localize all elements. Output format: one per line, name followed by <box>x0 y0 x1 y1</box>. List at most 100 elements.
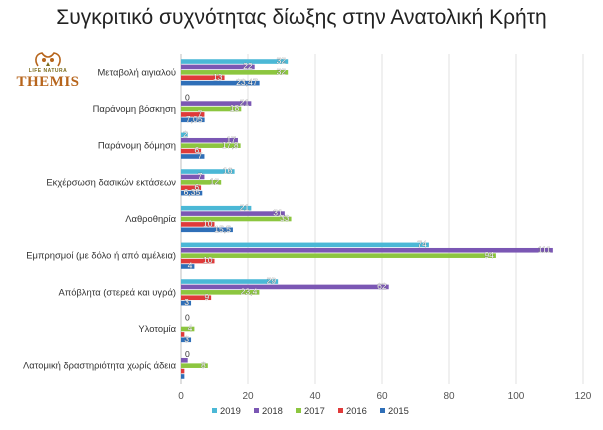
bar <box>181 258 215 264</box>
bar <box>181 101 252 106</box>
bar <box>181 264 195 269</box>
bar <box>181 247 553 253</box>
bar <box>181 290 260 295</box>
legend-entry: 2019 <box>220 405 241 416</box>
data-label: 3 <box>184 297 189 307</box>
category-labels: Μεταβολή αιγιαλού Παράνομη βόσκηση Παράνομ… <box>23 66 177 370</box>
category-label: Παράνομη δόμηση <box>98 140 176 151</box>
bar <box>181 64 255 70</box>
bar <box>181 59 289 64</box>
data-label: 13 <box>213 72 223 82</box>
logo-wordmark: THEMIS <box>16 74 80 90</box>
bar <box>181 185 202 191</box>
category-label: Παράνομη βόσκηση <box>93 103 176 114</box>
bar <box>181 374 185 379</box>
legend: 2019 2018 2017 2016 2015 <box>212 405 409 416</box>
legend-swatch <box>380 408 385 413</box>
data-label: 7,05 <box>186 114 203 124</box>
data-label: 62 <box>377 281 387 291</box>
data-label: 7 <box>198 151 203 161</box>
chart-title: Συγκριτικό συχνότητας δίωξης στην Ανατολ… <box>56 6 547 29</box>
bar <box>181 174 205 180</box>
legend-entry: 2015 <box>388 405 409 416</box>
logo-subtitle: LIFE NATURA <box>28 68 68 74</box>
data-label: 2 <box>183 129 188 139</box>
bars: 3222321323,470211877,0521717,8671671266,… <box>181 55 553 379</box>
data-label: 12 <box>210 176 220 186</box>
data-label: 21 <box>240 202 250 212</box>
bar <box>181 284 389 290</box>
legend-swatch <box>296 408 301 413</box>
data-label: 16 <box>223 166 233 176</box>
legend-entry: 2018 <box>262 405 283 416</box>
data-label: 32 <box>277 66 287 76</box>
data-label: 22 <box>243 61 253 71</box>
bar <box>181 154 205 159</box>
bar <box>181 106 242 112</box>
data-label: 33 <box>280 213 290 223</box>
data-label: 4 <box>188 323 193 333</box>
data-label: 29 <box>267 276 277 286</box>
data-label: 15,5 <box>214 224 231 234</box>
data-label: 74 <box>417 239 427 249</box>
category-label: Απόβλητα (στερεά και υγρά) <box>58 286 176 297</box>
legend-swatch <box>212 408 217 413</box>
bar <box>181 332 185 337</box>
bar <box>181 205 252 211</box>
bar <box>181 148 202 154</box>
bar <box>181 190 203 196</box>
bar <box>181 137 238 143</box>
bar <box>181 253 496 258</box>
x-tick-label: 120 <box>575 391 592 402</box>
data-label: 7 <box>198 171 203 181</box>
data-label: 0 <box>185 312 190 322</box>
bar <box>181 216 292 222</box>
bar <box>181 132 188 138</box>
bar <box>181 70 289 75</box>
data-label: 17,8 <box>222 140 239 150</box>
data-label: 6 <box>194 182 199 192</box>
data-label: 7 <box>198 109 203 119</box>
bar <box>181 75 225 81</box>
category-label: Εκχέρσωση δασικών εκτάσεων <box>46 176 176 187</box>
bar <box>181 368 185 374</box>
bar <box>181 117 205 123</box>
data-label: 10 <box>203 255 213 265</box>
life-natura-themis-logo: LIFE NATURA THEMIS <box>16 50 80 106</box>
x-tick-label: 40 <box>309 391 321 402</box>
bar <box>181 112 205 117</box>
bar <box>181 222 215 227</box>
bar <box>181 180 222 185</box>
data-label: 31 <box>273 208 283 218</box>
legend-swatch <box>254 408 259 413</box>
data-label: 0 <box>185 92 190 102</box>
category-label: Μεταβολή αιγιαλού <box>98 66 177 77</box>
data-label: 3 <box>184 334 189 344</box>
bar <box>181 211 285 216</box>
bar <box>181 357 188 363</box>
category-label: Υλοτομία <box>138 323 176 334</box>
bar <box>181 143 241 148</box>
data-label: 23,47 <box>236 77 258 87</box>
category-label: Λατομική δραστηριότητα χωρίς άδεια <box>23 360 177 371</box>
bar <box>181 279 279 284</box>
legend-entry: 2017 <box>304 405 325 416</box>
data-label: 23,4 <box>241 286 258 296</box>
bar <box>181 242 429 248</box>
data-label: 9 <box>204 292 209 302</box>
x-tick-label: 100 <box>508 391 525 402</box>
bar <box>181 227 233 233</box>
bar <box>181 363 208 368</box>
owl-icon <box>35 52 61 67</box>
bar <box>181 169 235 174</box>
data-label: 6,35 <box>184 187 201 197</box>
x-tick-label: 20 <box>242 391 254 402</box>
bar <box>181 295 212 301</box>
data-label: 6 <box>194 145 199 155</box>
x-tick-label: 60 <box>376 391 388 402</box>
data-label: 18 <box>230 103 240 113</box>
category-label: Εμπρησμοί (με δόλο ή από αμέλεια) <box>26 250 176 261</box>
data-label: 4 <box>188 261 193 271</box>
data-label: 111 <box>538 244 551 254</box>
